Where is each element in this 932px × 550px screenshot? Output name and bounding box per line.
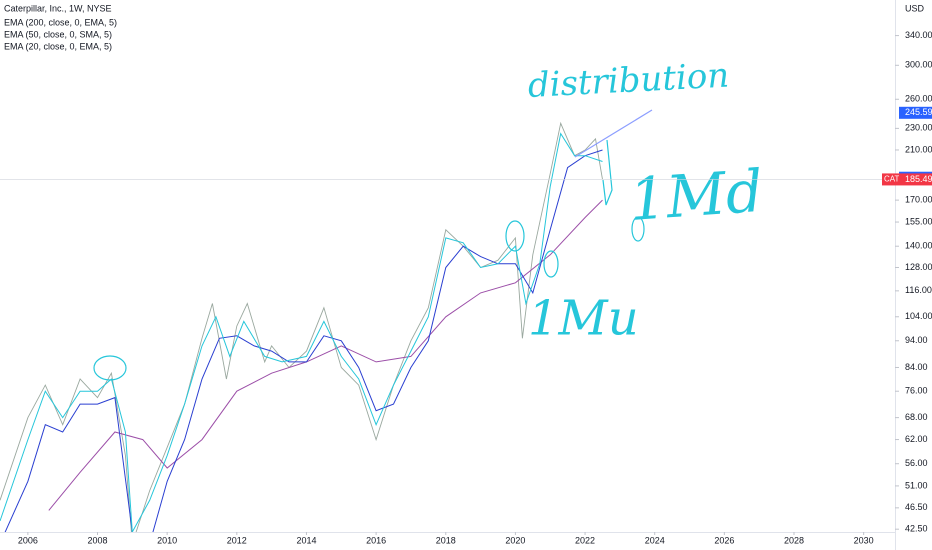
y-tick-label: 340.00 [905,30,932,40]
x-tick-label: 2030 [854,535,874,545]
annotation: 1Mu [528,291,639,347]
y-tick-label: 76.00 [905,386,928,396]
price-marker-label: 245.59 [905,107,932,117]
circle-drawing [505,220,525,252]
trend-line [574,109,653,158]
x-tick-label: 2024 [645,535,665,545]
legend-entry: EMA (200, close, 0, EMA, 5) [4,17,117,27]
y-tick-label: 62.00 [905,434,928,444]
circle-drawing [543,250,559,278]
x-tick-label: 2014 [296,535,316,545]
x-tick-label: 2006 [18,535,38,545]
y-tick-label: 210.00 [905,144,932,154]
y-tick-label: 56.00 [905,458,928,468]
x-tick-label: 2012 [227,535,247,545]
circle-drawing [631,216,645,242]
circle-drawing [93,355,127,381]
currency: USD [905,3,925,13]
x-tick-label: 2026 [714,535,734,545]
y-tick-label: 260.00 [905,94,932,104]
plot [0,121,603,532]
y-tick-label: 51.00 [905,480,928,490]
y-tick-label: 84.00 [905,362,928,372]
legend-entry: EMA (50, close, 0, SMA, 5) [4,29,112,39]
last-price-label: 185.49 [905,174,932,184]
annotation: 1Md [627,157,765,234]
x-tick-label: 2008 [87,535,107,545]
arrow-drawing [602,139,613,206]
symbol-label: CAT [884,175,900,184]
drawings [93,109,653,381]
y-tick-label: 230.00 [905,123,932,133]
x-tick-label: 2016 [366,535,386,545]
ema-line [0,132,603,532]
legend-entry: EMA (20, close, 0, EMA, 5) [4,41,112,51]
y-tick-label: 140.00 [905,241,932,251]
price-marker [899,106,932,119]
chart-title: Caterpillar, Inc., 1W, NYSE [4,3,112,13]
y-tick-label: 94.00 [905,335,928,345]
symbol-box [882,173,899,186]
x-tick-label: 2022 [575,535,595,545]
x-tick-label: 2020 [505,535,525,545]
y-tick-label: 155.00 [905,216,932,226]
y-tick-label: 128.00 [905,262,932,272]
price-line [0,121,603,532]
ema-line [4,149,603,532]
y-tick-label: 46.50 [905,502,928,512]
y-tick-label: 68.00 [905,412,928,422]
y-tick-label: 300.00 [905,60,932,70]
y-tick-label: 104.00 [905,311,932,321]
y-tick-label: 116.00 [905,285,932,295]
y-tick-label: 170.00 [905,194,932,204]
x-tick-label: 2028 [784,535,804,545]
y-tick-label: 42.50 [905,524,928,534]
x-tick-label: 2018 [436,535,456,545]
last-price-marker [899,173,932,186]
x-tick-label: 2010 [157,535,177,545]
